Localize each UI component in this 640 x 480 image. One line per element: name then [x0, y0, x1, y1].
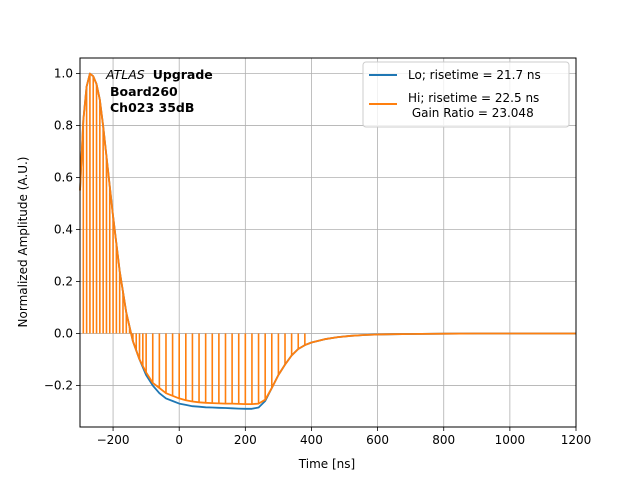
annotation-board: Board260	[110, 84, 178, 99]
x-tick-label: 0	[175, 433, 183, 447]
svg-text:ATLAS Upgrade: ATLAS Upgrade	[105, 67, 213, 82]
y-tick-label: 1.0	[54, 67, 73, 81]
plot-frame	[79, 57, 577, 428]
y-tick-label: 0.4	[54, 223, 73, 237]
annotation: ATLAS Upgrade Board260 Ch023 35dB	[105, 67, 213, 115]
x-tick-label: 400	[300, 433, 323, 447]
y-tick-label: 0.6	[54, 171, 73, 185]
legend-box	[362, 61, 570, 128]
x-tick-label: 600	[366, 433, 389, 447]
y-tick-label: −0.2	[44, 378, 73, 392]
x-axis-ticks: −200 0 200 400 600 800 1000 1200	[97, 427, 592, 447]
legend-label-lo: Lo; risetime = 21.7 ns	[408, 68, 541, 82]
x-tick-label: −200	[97, 433, 130, 447]
series-lines	[79, 72, 576, 410]
x-tick-label: 1000	[495, 433, 526, 447]
y-axis-label: Normalized Amplitude (A.U.)	[16, 157, 30, 328]
x-tick-label: 1200	[561, 433, 592, 447]
y-tick-label: 0.2	[54, 274, 73, 288]
legend-label-hi-gain: Gain Ratio = 23.048	[408, 106, 534, 120]
series-line-hi	[79, 72, 576, 405]
y-axis-ticks: −0.2 0.0 0.2 0.4 0.6 0.8 1.0	[44, 67, 80, 392]
annotation-channel: Ch023 35dB	[110, 100, 194, 115]
annotation-upgrade: Upgrade	[153, 67, 213, 82]
y-tick-label: 0.0	[54, 326, 73, 340]
legend: Lo; risetime = 21.7 ns Hi; risetime = 22…	[362, 61, 570, 128]
y-tick-label: 0.8	[54, 119, 73, 133]
x-axis-label: Time [ns]	[298, 457, 355, 471]
x-tick-label: 800	[432, 433, 455, 447]
hi-gain-spikes	[82, 73, 306, 405]
legend-label-hi: Hi; risetime = 22.5 ns	[408, 91, 539, 105]
x-tick-label: 200	[234, 433, 257, 447]
annotation-atlas: ATLAS	[105, 67, 145, 82]
